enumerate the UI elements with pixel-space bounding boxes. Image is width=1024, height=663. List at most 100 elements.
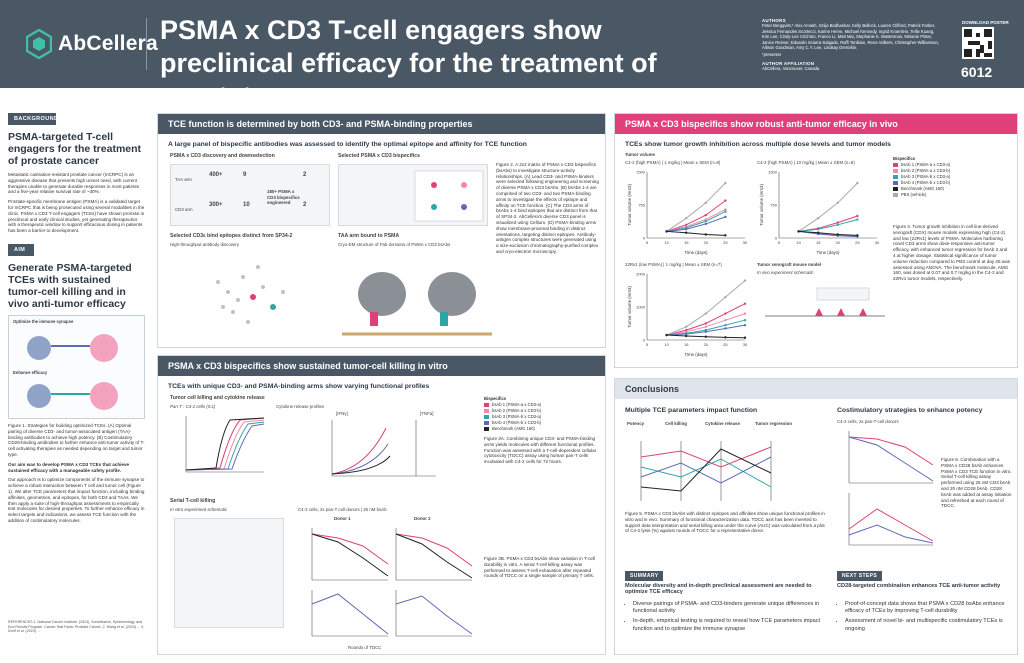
invivo-subhead: TCEs show tumor growth inhibition across… — [625, 141, 891, 148]
legend-item: bsAb 2 (PSMA-a x CD3-b) — [484, 408, 541, 414]
data-point — [704, 330, 707, 333]
conclusions-right-title: Costimulatory strategies to enhance pote… — [837, 407, 983, 414]
data-point — [685, 330, 688, 333]
x-axis-label: Time (days) — [684, 250, 708, 255]
y-tick-label: 750 — [770, 203, 777, 208]
data-point — [685, 231, 688, 234]
legend-item: Benchmark (AMG 160) — [484, 426, 541, 432]
y-axis-label: Tumor volume (mm3) — [627, 184, 632, 226]
qr-code[interactable] — [962, 27, 994, 59]
data-point — [685, 228, 688, 231]
tumor-volume-plot: 0 750 1500 5 10 15 20 25 30 Time (days) Tumor volu… — [627, 170, 748, 256]
invitro-subhead: TCEs with unique CD3- and PSMA-binding a… — [168, 383, 430, 390]
cd3-c2: 10 — [243, 202, 250, 208]
donor1-label: Donor 1 — [334, 516, 351, 521]
data-point — [856, 234, 859, 237]
bispecifics-matrix — [338, 164, 488, 226]
data-point — [836, 233, 839, 236]
invitro-panel: PSMA x CD3 bispecifics show sustained tu… — [157, 355, 606, 655]
col-head-cytokine: Cytokine release — [705, 421, 740, 426]
fig3a-caption: Figure 3A. Combining unique CD3- and PSM… — [484, 436, 597, 465]
y-tick-label: 2000 — [636, 272, 646, 277]
data-point — [743, 319, 747, 322]
serial-killing-schematic — [174, 518, 284, 628]
tumor-chart-c42-high: 0 750 1500 5 10 15 20 25 30 Time (days) Tumor volu… — [757, 168, 883, 256]
header-divider — [146, 18, 147, 70]
data-point — [704, 222, 707, 226]
data-point — [724, 181, 727, 185]
abcellera-logo: AbCellera — [25, 22, 158, 66]
data-point — [685, 217, 688, 220]
data-point — [856, 214, 859, 218]
y-axis-label: Tumor volume (mm3) — [759, 184, 764, 226]
row-cd3-arm: CD3 arm — [175, 207, 193, 212]
series-line — [666, 200, 726, 232]
x-tick-label: 10 — [664, 240, 669, 245]
x-tick-label: 15 — [684, 240, 689, 245]
next-step-bullet: Proof-of-concept data shows that PSMA x … — [845, 601, 1013, 615]
authors-heading: AUTHORS — [762, 18, 786, 23]
x-tick-label: 25 — [855, 240, 860, 245]
background-tab: BACKGROUND — [8, 113, 58, 125]
ifng-label: [IFNγ] — [336, 411, 348, 416]
x-tick-label: 30 — [743, 240, 748, 245]
data-point — [836, 201, 839, 204]
data-point — [665, 230, 668, 233]
x-tick-label: 30 — [875, 240, 880, 245]
data-point — [685, 334, 688, 338]
taa-c3: 2 — [303, 172, 307, 178]
poster-title: PSMA x CD3 T-cell engagers show preclini… — [160, 15, 657, 111]
data-point — [856, 218, 859, 221]
invivo-legend: Bispecifics bsAb 1 (PSMA-a x CD3-a) bsAb… — [893, 156, 950, 198]
invivo-header: PSMA x CD3 bispecifics show robust anti-… — [615, 114, 1017, 134]
col-head-potency: Potency — [627, 421, 645, 426]
aim-tab: AIM — [8, 243, 34, 256]
data-point — [704, 218, 707, 221]
data-point — [685, 325, 688, 328]
cd3-c1: 300+ — [209, 202, 223, 208]
invivo-panel: PSMA x CD3 bispecifics show robust anti-… — [614, 113, 1018, 368]
x-tick-label: 20 — [836, 240, 841, 245]
tce-function-subhead: A large panel of bispecific antibodies w… — [168, 141, 527, 148]
figure-1: Optimize the immune synapse Enhance effi… — [8, 314, 145, 419]
background-heading: PSMA-targeted T-cell engagers for the tr… — [8, 131, 142, 167]
series-line — [666, 216, 726, 232]
poster-code: 6012 — [961, 64, 993, 80]
bispecifics-count: 180+ PSMA x CD3 bispecifics engineered — [267, 189, 300, 206]
col-head-killing: Cell killing — [665, 421, 687, 426]
aim-paragraph: Our approach is to optimize components o… — [8, 477, 145, 523]
x-tick-label: 15 — [684, 342, 689, 347]
x-axis-label: Time (days) — [816, 250, 840, 255]
data-point — [704, 312, 707, 315]
data-point — [817, 228, 820, 231]
hexagon-icon — [25, 28, 53, 60]
series-line — [666, 208, 726, 232]
conclusions-header: Conclusions — [615, 379, 1017, 399]
series-line — [798, 182, 858, 232]
downselect-table: TAA arm 400+ 9 2 CD3 arm 300+ 10 2 180+ … — [170, 164, 330, 226]
data-point — [743, 302, 747, 305]
series-line — [666, 182, 726, 232]
data-point — [724, 215, 727, 219]
fig5-caption: Figure 5. PSMA x CD3 bsAbs with distinct… — [625, 511, 825, 534]
invitro-legend: Bispecifics bsAb 1 (PSMA-a x CD3-a) bsAb… — [484, 396, 541, 432]
legend-item: bsAb 3 (PSMA-b x CD3-a) — [484, 414, 541, 420]
fig3b-caption: Figure 3B. PSMA x CD3 bsAbs show variati… — [484, 556, 595, 579]
panel-c-sub: High-throughput antibody discovery — [170, 242, 240, 247]
data-point — [724, 210, 727, 213]
x-tick-label: 5 — [646, 342, 649, 347]
fig1-a-label: Optimize the immune synapse — [13, 318, 74, 324]
tumor-chart-c42-low: 0 750 1500 5 10 15 20 25 30 Time (days) Tumor volu… — [625, 168, 751, 256]
legend-item: Benchmark (AMG 160) — [893, 186, 950, 192]
y-tick-label: 750 — [638, 203, 645, 208]
legend-item: bsAb 2 (PSMA-a x CD3-b) — [893, 168, 950, 174]
data-point — [685, 223, 688, 226]
y-tick-label: 0 — [775, 236, 778, 241]
taa-c2: 9 — [243, 172, 247, 178]
legend-title: Bispecifics — [893, 156, 916, 161]
affiliation-text: AbCellera, Vancouver, Canada — [762, 66, 820, 72]
invitro-header: PSMA x CD3 bispecifics show sustained tu… — [158, 356, 605, 376]
panel-3a-title: Tumor cell killing and cytokine release — [170, 395, 265, 401]
c42-high-title: C4-2 (high PSMA) | 10 mg/kg | Mean ± SEM… — [757, 160, 855, 165]
x-tick-label: 25 — [723, 240, 728, 245]
